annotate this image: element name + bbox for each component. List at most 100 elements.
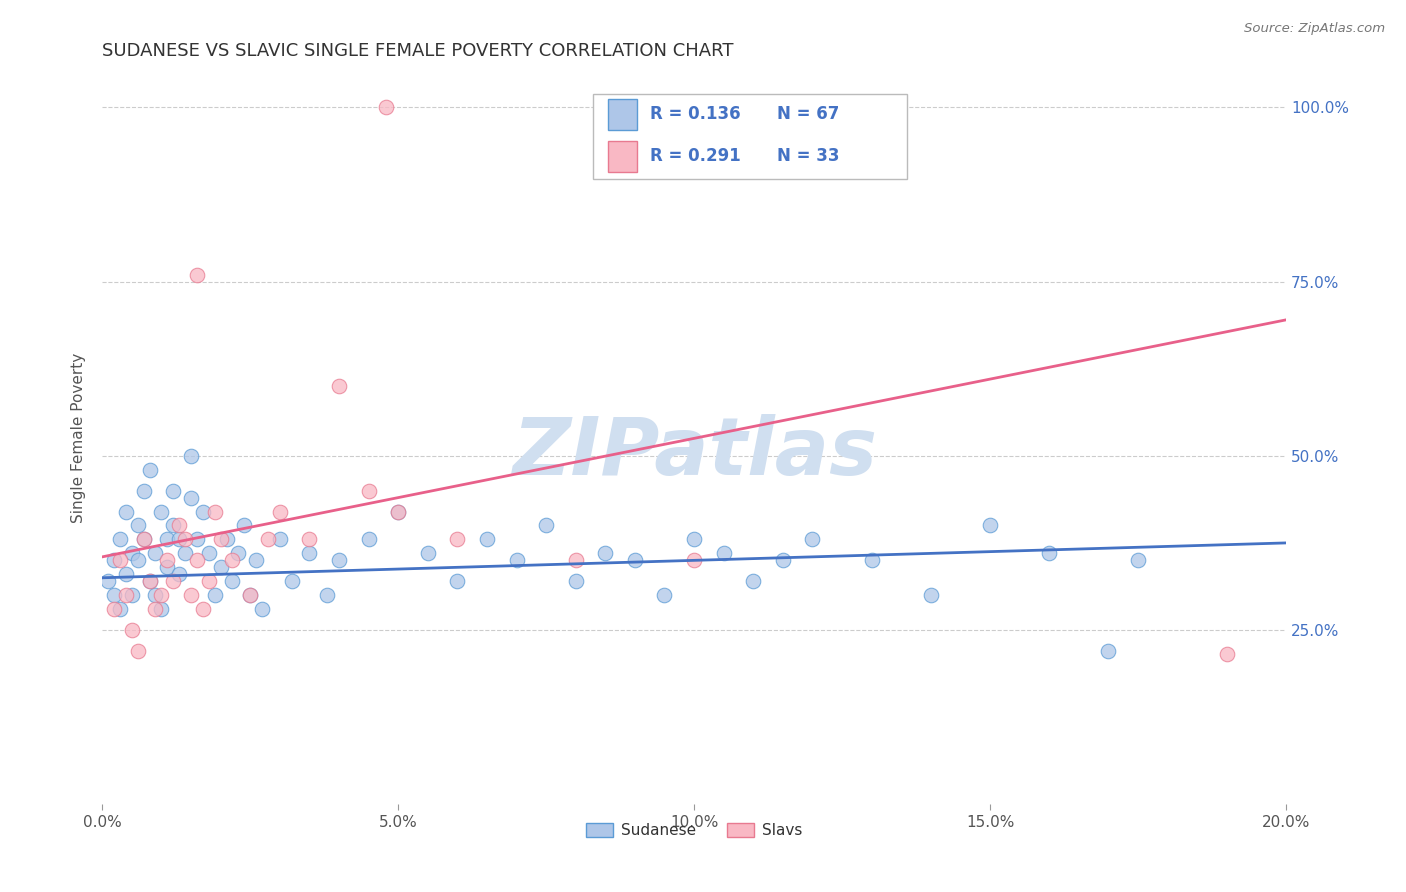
Point — [121, 546, 143, 560]
Point — [145, 546, 167, 560]
Point — [1038, 546, 1060, 560]
Point — [150, 588, 173, 602]
Point — [357, 483, 380, 498]
Point — [191, 504, 214, 518]
Point — [920, 588, 942, 602]
Point — [145, 602, 167, 616]
Point — [108, 553, 131, 567]
Point — [121, 588, 143, 602]
Point — [298, 533, 321, 547]
Point — [387, 504, 409, 518]
Point — [239, 588, 262, 602]
Point — [742, 574, 765, 589]
Point — [167, 567, 190, 582]
Point — [180, 491, 202, 505]
Point — [250, 602, 273, 616]
Point — [97, 574, 120, 589]
Point — [150, 602, 173, 616]
Point — [269, 533, 291, 547]
Point — [127, 644, 149, 658]
Point — [138, 574, 160, 589]
Point — [595, 546, 617, 560]
Text: N = 67: N = 67 — [778, 105, 839, 123]
Point — [357, 533, 380, 547]
Point — [186, 533, 208, 547]
Text: R = 0.136: R = 0.136 — [651, 105, 741, 123]
Point — [108, 533, 131, 547]
FancyBboxPatch shape — [593, 95, 907, 178]
Text: Source: ZipAtlas.com: Source: ZipAtlas.com — [1244, 22, 1385, 36]
Point — [145, 588, 167, 602]
Point — [174, 546, 197, 560]
Point — [103, 588, 125, 602]
Point — [239, 588, 262, 602]
Legend: Sudanese, Slavs: Sudanese, Slavs — [579, 816, 808, 844]
Point — [416, 546, 439, 560]
Point — [103, 602, 125, 616]
Point — [221, 553, 243, 567]
Point — [162, 518, 184, 533]
Point — [121, 623, 143, 637]
Point — [1126, 553, 1149, 567]
Point — [298, 546, 321, 560]
Point — [1097, 644, 1119, 658]
Point — [316, 588, 339, 602]
Point — [197, 574, 219, 589]
Point — [103, 553, 125, 567]
Point — [162, 483, 184, 498]
Point — [204, 504, 226, 518]
Point — [174, 533, 197, 547]
Point — [245, 553, 267, 567]
Point — [132, 533, 155, 547]
Point — [180, 449, 202, 463]
Point — [446, 533, 468, 547]
Point — [156, 560, 179, 574]
Point — [228, 546, 250, 560]
Point — [127, 518, 149, 533]
Point — [162, 574, 184, 589]
Point — [475, 533, 498, 547]
Point — [132, 533, 155, 547]
Point — [221, 574, 243, 589]
Point — [115, 504, 138, 518]
Point — [328, 379, 350, 393]
Y-axis label: Single Female Poverty: Single Female Poverty — [72, 353, 86, 524]
Point — [138, 463, 160, 477]
FancyBboxPatch shape — [607, 141, 637, 172]
Point — [505, 553, 527, 567]
Point — [375, 100, 398, 114]
Point — [772, 553, 794, 567]
Point — [209, 533, 232, 547]
Text: ZIPatlas: ZIPatlas — [512, 414, 876, 492]
Point — [132, 483, 155, 498]
Point — [564, 553, 586, 567]
Point — [387, 504, 409, 518]
Point — [115, 588, 138, 602]
Point — [215, 533, 238, 547]
Point — [108, 602, 131, 616]
Point — [138, 574, 160, 589]
Text: SUDANESE VS SLAVIC SINGLE FEMALE POVERTY CORRELATION CHART: SUDANESE VS SLAVIC SINGLE FEMALE POVERTY… — [103, 42, 734, 60]
Point — [167, 533, 190, 547]
Point — [156, 553, 179, 567]
Point — [233, 518, 256, 533]
Point — [1216, 648, 1239, 662]
Point — [209, 560, 232, 574]
Point — [683, 533, 706, 547]
Point — [801, 533, 824, 547]
Point — [257, 533, 280, 547]
Point — [167, 518, 190, 533]
Point — [191, 602, 214, 616]
Point — [127, 553, 149, 567]
Point — [269, 504, 291, 518]
Point — [534, 518, 557, 533]
Point — [180, 588, 202, 602]
Point — [564, 574, 586, 589]
Point — [979, 518, 1001, 533]
Text: R = 0.291: R = 0.291 — [651, 147, 741, 165]
Point — [204, 588, 226, 602]
Point — [860, 553, 883, 567]
Point — [713, 546, 735, 560]
Point — [624, 553, 647, 567]
Point — [683, 553, 706, 567]
